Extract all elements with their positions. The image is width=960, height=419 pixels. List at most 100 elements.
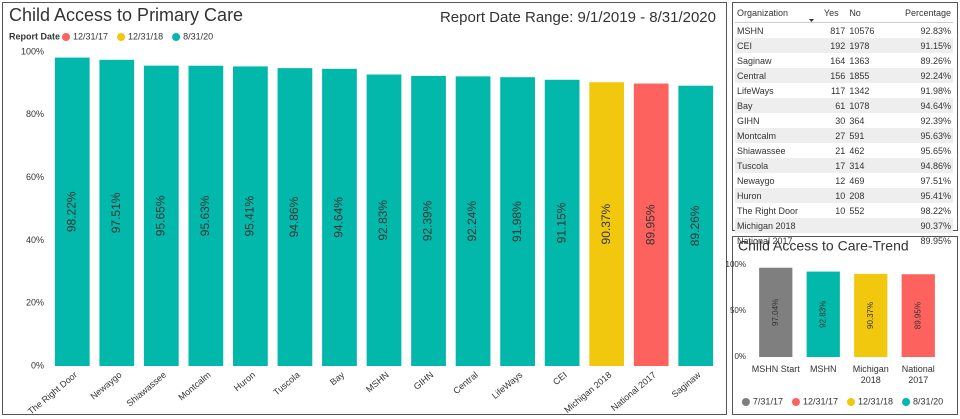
bar	[589, 82, 625, 367]
column-header: Yes	[821, 6, 848, 23]
value-label: 92.83%	[818, 301, 827, 328]
value-label: 92.24%	[465, 201, 479, 242]
y-tick-label: 80%	[26, 109, 44, 119]
bar	[678, 85, 714, 366]
table-row: LifeWays 117 1342 91.98%	[735, 83, 953, 98]
table-cell: 27	[821, 128, 848, 143]
legend-label: 7/31/17	[753, 396, 783, 406]
table-row: Huron 10 208 95.41%	[735, 188, 953, 203]
value-label: 98.22%	[64, 191, 78, 232]
bar	[277, 68, 313, 367]
bar	[633, 83, 669, 366]
value-label: 89.95%	[643, 204, 657, 245]
table-row: Michigan 2018 90.37%	[735, 218, 953, 233]
table-cell	[847, 218, 887, 233]
table-cell: 314	[847, 158, 887, 173]
table-row: CEI 192 1978 91.15%	[735, 38, 953, 53]
table-row: Central 156 1855 92.24%	[735, 68, 953, 83]
table-cell: 91.15%	[886, 38, 953, 53]
table-cell: Huron	[735, 188, 822, 203]
table-cell: 552	[849, 205, 865, 216]
table-cell: 94.86%	[886, 158, 953, 173]
table-cell: 156	[821, 68, 848, 83]
bar	[806, 271, 840, 357]
table-cell: 30	[835, 115, 846, 126]
table-cell: 17	[821, 158, 848, 173]
bar	[759, 267, 793, 357]
table-row: Tuscola 17 314 94.86%	[735, 158, 953, 173]
bar	[544, 79, 580, 366]
table-cell: 89.26%	[920, 55, 951, 66]
legend-marker	[741, 398, 750, 406]
bar	[854, 273, 888, 357]
value-label: 95.63%	[198, 195, 212, 236]
y-tick-label: 20%	[26, 298, 44, 308]
table-cell: 61	[821, 98, 848, 113]
table-cell: 469	[849, 175, 865, 186]
table-cell: 95.63%	[886, 128, 953, 143]
x-tick-label: MSHN Start	[751, 364, 800, 374]
table-cell: 91.98%	[920, 85, 951, 96]
value-label: 92.39%	[421, 200, 435, 241]
bar	[500, 77, 535, 366]
table-cell: 117	[830, 85, 846, 96]
legend-marker	[62, 33, 70, 41]
value-label: 91.15%	[554, 202, 568, 243]
table-row: Newaygo 12 469 97.51%	[735, 173, 953, 188]
bar	[322, 68, 357, 367]
table-row: Bay 61 1078 94.64%	[735, 98, 953, 113]
table-cell: Newaygo	[737, 175, 775, 186]
table-cell: MSHN	[737, 25, 764, 36]
table-cell: Saginaw	[737, 55, 772, 66]
table-cell: 89.95%	[920, 235, 951, 246]
legend-marker	[791, 398, 800, 406]
legend-title: Report Date	[9, 31, 60, 41]
bar	[99, 59, 135, 366]
legend-label: 8/31/20	[913, 396, 943, 406]
value-label: 89.95%	[913, 302, 922, 329]
y-tick-label: 60%	[26, 172, 44, 182]
header-row: Organization Yes No Percentage	[735, 6, 953, 23]
legend-label: 12/31/18	[858, 396, 893, 406]
column-header: Organization	[735, 6, 822, 23]
table-cell: Montcalm	[735, 128, 822, 143]
table-cell: Michigan 2018	[735, 218, 822, 233]
value-label: 89.26%	[688, 205, 702, 246]
table-row: Saginaw 164 1363 89.26%	[735, 53, 953, 68]
bar	[188, 65, 224, 366]
value-label: 97.51%	[109, 192, 123, 233]
table-cell: Tuscola	[735, 158, 822, 173]
table-cell: 1978	[847, 38, 887, 53]
table-row: National 2017 89.95%	[735, 233, 953, 248]
legend-marker	[902, 398, 911, 406]
column-header: Percentage	[886, 6, 953, 23]
value-label: 94.86%	[287, 196, 301, 237]
value-label: 95.65%	[154, 195, 168, 236]
table-cell: GIHN	[737, 115, 760, 126]
x-tick-label: Michigan 2018	[852, 364, 889, 385]
legend-label: 12/31/17	[73, 31, 108, 41]
table-cell: 92.24%	[886, 68, 953, 83]
table-cell	[822, 233, 847, 248]
legend-marker	[117, 33, 126, 41]
legend-marker	[172, 33, 181, 41]
table-cell: 164	[830, 55, 846, 66]
table-row: GIHN 30 364 92.39%	[735, 113, 953, 128]
data-table: Organization Yes No Percentage MSHN 817 10576 9…	[735, 6, 953, 248]
table-cell: The Right Door	[737, 205, 799, 216]
table-cell: 94.64%	[886, 98, 953, 113]
table-cell: 97.51%	[920, 175, 951, 186]
bar	[455, 76, 491, 367]
value-label: 95.41%	[243, 196, 257, 237]
value-label: 90.37%	[866, 302, 875, 329]
table-cell: 95.65%	[920, 145, 951, 156]
table-cell	[847, 233, 886, 248]
table-cell: Bay	[735, 98, 822, 113]
table-cell: LifeWays	[737, 85, 774, 96]
table-cell: 1363	[849, 55, 870, 66]
legend-label: 8/31/20	[183, 31, 213, 41]
table-cell: Central	[735, 68, 822, 83]
table-cell: 591	[847, 128, 887, 143]
table-cell: 92.83%	[920, 25, 951, 36]
y-tick-label: 100%	[726, 260, 746, 269]
